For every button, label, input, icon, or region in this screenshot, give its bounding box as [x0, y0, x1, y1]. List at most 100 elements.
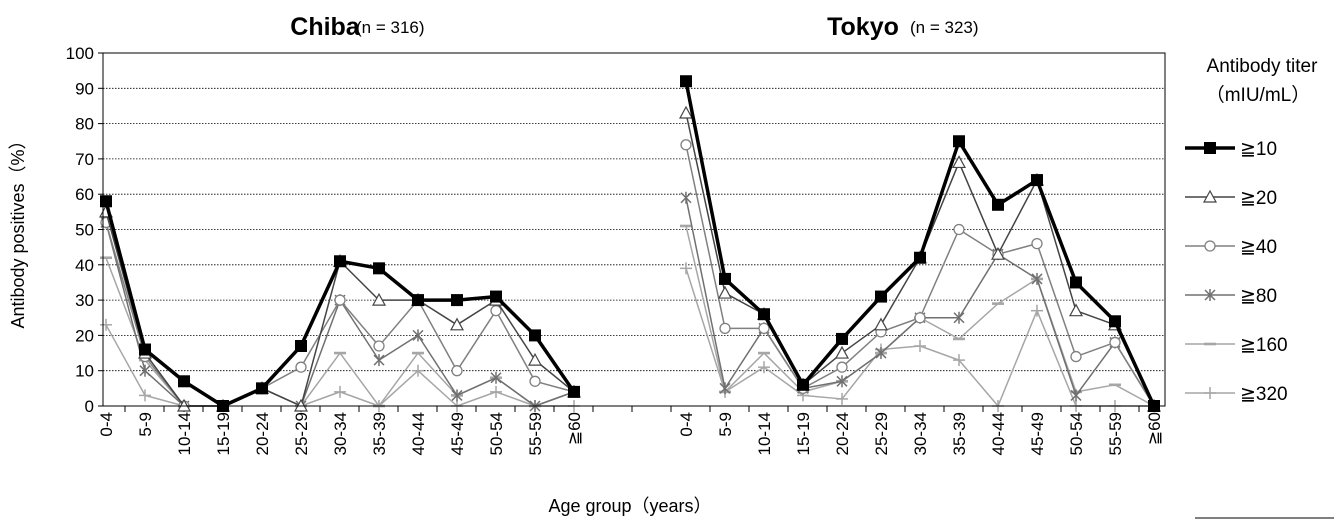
data-point	[797, 378, 809, 391]
x-tick-label: 25-29	[292, 412, 311, 455]
data-point	[953, 223, 965, 236]
y-axis-label: Antibody positives（%）	[8, 131, 28, 328]
data-point	[953, 354, 965, 367]
x-tick-label: 15-19	[214, 412, 233, 455]
axes: 0 10 20 30 40 50 60 70 80 90 100 0-4 5-9 10-14 15-19 20…	[66, 44, 1166, 455]
series-line	[684, 80, 1156, 407]
data-point	[836, 361, 848, 373]
panel-n-label: (n = 323)	[910, 18, 979, 37]
data-point	[490, 305, 502, 317]
x-tick-label: 45-49	[448, 412, 467, 455]
series-line	[105, 222, 575, 407]
data-point	[1070, 350, 1082, 363]
data-point	[680, 191, 692, 204]
data-point	[834, 345, 850, 359]
y-tick-label: 90	[75, 79, 94, 98]
data-point	[412, 364, 424, 377]
data-point	[836, 375, 848, 388]
data-point	[256, 382, 268, 395]
data-point	[873, 317, 889, 331]
legend-marker	[1204, 387, 1216, 399]
data-point	[717, 285, 733, 299]
y-tick-label: 40	[75, 256, 94, 275]
x-tick-label: 50-54	[1067, 412, 1086, 455]
data-point	[914, 339, 926, 352]
data-point	[914, 251, 926, 264]
data-point	[529, 375, 541, 387]
data-point	[992, 198, 1004, 211]
data-point	[451, 294, 463, 307]
y-tick-label: 60	[75, 185, 94, 204]
data-point	[719, 382, 731, 395]
x-tick-label: 30-34	[911, 412, 930, 455]
x-tick-label: 50-54	[487, 412, 506, 455]
data-point	[490, 290, 502, 303]
data-point	[1109, 315, 1121, 328]
data-point	[680, 139, 692, 151]
data-point	[758, 322, 770, 334]
data-point	[100, 195, 112, 208]
data-point	[990, 246, 1006, 260]
x-tick-label: 55-59	[526, 412, 545, 455]
data-point	[836, 392, 848, 405]
x-tick-label: 20-24	[833, 412, 852, 455]
data-point	[914, 312, 926, 324]
legend-marker	[1204, 240, 1216, 252]
y-tick-label: 20	[75, 326, 94, 345]
data-point	[295, 361, 307, 373]
data-point	[490, 371, 502, 384]
legend-marker	[1204, 142, 1216, 154]
series-line	[685, 197, 1155, 407]
data-point	[1070, 389, 1082, 402]
x-tick-label: 35-39	[950, 412, 969, 455]
y-tick-label: 70	[75, 150, 94, 169]
data-point	[953, 135, 965, 148]
data-point	[875, 347, 887, 360]
data-point	[875, 290, 887, 303]
data-point	[139, 389, 151, 402]
series-line	[685, 144, 1155, 407]
data-point	[1109, 336, 1121, 349]
data-point	[1031, 174, 1043, 187]
x-tick-label: ≧60	[565, 412, 584, 445]
y-tick-label: 0	[85, 397, 94, 416]
legend-marker	[1204, 289, 1216, 301]
x-tick-label: 5-9	[136, 412, 155, 437]
data-point	[836, 332, 848, 345]
x-tick-label: 5-9	[716, 412, 735, 437]
data-point	[1031, 304, 1043, 317]
data-point	[678, 105, 694, 119]
data-point	[527, 352, 543, 366]
x-tick-label: 0-4	[677, 412, 696, 437]
data-point	[373, 340, 385, 352]
data-point	[680, 262, 692, 275]
x-tick-label: 40-44	[989, 412, 1008, 455]
legend-label: ≧10	[1240, 139, 1277, 160]
data-point	[334, 255, 346, 268]
data-point	[295, 339, 307, 352]
panel-n-label: (n = 316)	[356, 18, 425, 37]
data-point	[371, 292, 387, 306]
x-tick-label: 20-24	[253, 412, 272, 455]
y-tick-label: 10	[75, 362, 94, 381]
x-axis-label: Age group（years）	[548, 496, 711, 516]
y-tick-label: 50	[75, 221, 94, 240]
x-tick-label: 45-49	[1028, 412, 1047, 455]
data-point	[529, 329, 541, 342]
legend-label: ≧320	[1240, 384, 1288, 405]
panel-title: Chiba	[290, 13, 361, 41]
data-point	[719, 272, 731, 285]
x-tick-label: 10-14	[755, 412, 774, 455]
data-point	[1068, 303, 1084, 317]
series-line	[105, 222, 575, 407]
data-point	[449, 317, 465, 331]
data-point	[1031, 272, 1043, 285]
data-point	[451, 365, 463, 377]
data-point	[951, 155, 967, 169]
data-point	[680, 75, 692, 88]
x-tick-label: 40-44	[409, 412, 428, 455]
legend-label: ≧20	[1240, 188, 1277, 209]
data-point	[758, 361, 770, 374]
data-point	[178, 375, 190, 388]
